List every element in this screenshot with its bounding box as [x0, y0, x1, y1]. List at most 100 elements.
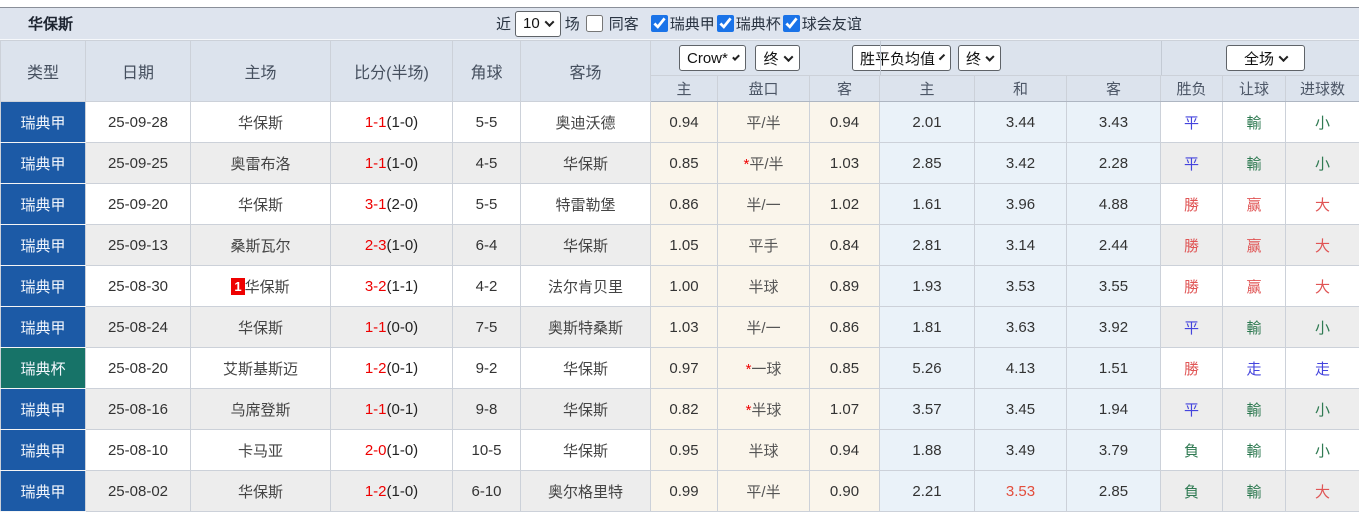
- period-select[interactable]: 全场: [1226, 45, 1305, 71]
- home-team-name[interactable]: 华保斯: [237, 114, 283, 132]
- league2-checkbox[interactable]: [716, 15, 734, 32]
- half-time-score: (1-1): [386, 277, 419, 295]
- recent-label: 近: [496, 16, 512, 33]
- handicap-cell: *平/半: [717, 142, 810, 184]
- avg-time-select[interactable]: 终: [958, 45, 1001, 71]
- half-time-score: (1-0): [386, 441, 419, 459]
- avg-home-cell: 2.21: [879, 470, 975, 512]
- changed-odds-star: *: [745, 360, 752, 378]
- result-cell: 平: [1160, 306, 1223, 348]
- away-team-cell: 华保斯: [520, 142, 651, 184]
- home-team-name[interactable]: 乌席登斯: [230, 401, 291, 419]
- home-team-cell: 1 华保斯: [190, 265, 331, 307]
- avg-away-cell: 3.79: [1066, 429, 1161, 471]
- league1-checkbox[interactable]: [650, 15, 668, 32]
- full-time-score: 1-2: [364, 359, 387, 377]
- score-cell: 2-3(1-0): [330, 224, 453, 266]
- subcol-goals: 进球数: [1284, 75, 1359, 102]
- away-odds-cell: 0.90: [809, 470, 880, 512]
- avg-home-cell: 1.61: [879, 183, 975, 225]
- home-odds-cell: 0.85: [650, 142, 718, 184]
- date-cell: 25-08-02: [85, 470, 191, 512]
- league-cell: 瑞典杯: [0, 347, 86, 389]
- away-odds-cell: 0.86: [809, 306, 880, 348]
- full-time-score: 1-1: [364, 113, 387, 131]
- home-odds-cell: 0.86: [650, 183, 718, 225]
- chevron-down-icon: [783, 51, 793, 62]
- handicap-cell: 平/半: [717, 101, 810, 143]
- avg-home-cell: 2.81: [879, 224, 975, 266]
- score-cell: 1-2(0-1): [330, 347, 453, 389]
- result-cell: 勝: [1160, 183, 1223, 225]
- half-time-score: (1-0): [386, 236, 419, 254]
- score-cell: 1-1(1-0): [330, 142, 453, 184]
- league3-checkbox[interactable]: [782, 15, 800, 32]
- goals-result-cell: 小: [1284, 142, 1359, 184]
- away-team-name[interactable]: 华保斯: [562, 155, 608, 173]
- odds-time-select[interactable]: 终: [755, 45, 800, 71]
- subcol-odds-away: 客: [809, 75, 880, 102]
- handicap-result-cell: 赢: [1222, 265, 1286, 307]
- table-row: 瑞典甲 25-08-30 1 华保斯 3-2(1-1) 4-2 法尔肯贝里 1.0…: [0, 265, 1359, 307]
- league-cell: 瑞典甲: [0, 183, 86, 225]
- avg-draw-cell: 3.63: [974, 306, 1067, 348]
- home-team-name[interactable]: 卡马亚: [237, 442, 283, 460]
- odds-company-select[interactable]: Crow*: [679, 45, 746, 71]
- avg-draw-cell: 4.13: [974, 347, 1067, 389]
- result-cell: 勝: [1160, 265, 1223, 307]
- half-time-score: (1-0): [386, 154, 419, 172]
- away-team-name[interactable]: 奥斯特桑斯: [547, 319, 623, 337]
- score-cell: 1-1(0-0): [330, 306, 453, 348]
- avg-away-cell: 2.28: [1066, 142, 1161, 184]
- home-team-name[interactable]: 桑斯瓦尔: [230, 237, 291, 255]
- handicap-result-cell: 赢: [1222, 183, 1286, 225]
- home-team-name[interactable]: 艾斯基斯迈: [222, 360, 298, 378]
- goals-result-cell: 大: [1284, 224, 1359, 266]
- away-team-name[interactable]: 华保斯: [562, 360, 608, 378]
- avg-type-select[interactable]: 胜平负均值: [852, 45, 951, 71]
- away-team-name[interactable]: 奥尔格里特: [547, 483, 623, 501]
- avg-away-cell: 4.88: [1066, 183, 1161, 225]
- away-team-name[interactable]: 华保斯: [562, 442, 608, 460]
- half-time-score: (1-0): [386, 482, 419, 500]
- home-odds-cell: 0.99: [650, 470, 718, 512]
- away-team-cell: 华保斯: [520, 347, 651, 389]
- home-team-name[interactable]: 华保斯: [237, 319, 283, 337]
- away-team-name[interactable]: 奥迪沃德: [555, 114, 616, 132]
- avg-draw-cell: 3.53: [974, 265, 1067, 307]
- away-odds-cell: 0.84: [809, 224, 880, 266]
- away-odds-cell: 1.02: [809, 183, 880, 225]
- subcol-avg-away: 客: [1066, 75, 1161, 102]
- result-cell: 平: [1160, 101, 1223, 143]
- result-cell: 勝: [1160, 224, 1223, 266]
- full-time-score: 1-1: [364, 318, 387, 336]
- away-team-name[interactable]: 华保斯: [562, 237, 608, 255]
- home-team-name[interactable]: 华保斯: [244, 278, 290, 296]
- corners-cell: 5-5: [452, 183, 521, 225]
- home-team-name[interactable]: 华保斯: [237, 196, 283, 214]
- away-team-name[interactable]: 特雷勒堡: [555, 196, 616, 214]
- col-header-type: 类型: [0, 40, 86, 102]
- handicap-result-cell: 赢: [1222, 224, 1286, 266]
- date-cell: 25-08-20: [85, 347, 191, 389]
- league-cell: 瑞典甲: [0, 429, 86, 471]
- half-time-score: (0-0): [386, 318, 419, 336]
- away-team-name[interactable]: 华保斯: [562, 401, 608, 419]
- title-bar: 华保斯 近 10 场 同客 瑞典甲 瑞典杯 球会友谊: [0, 7, 1359, 40]
- away-team-cell: 奥尔格里特: [520, 470, 651, 512]
- away-team-name[interactable]: 法尔肯贝里: [547, 278, 623, 296]
- league1-label: 瑞典甲: [669, 16, 715, 33]
- home-team-name[interactable]: 华保斯: [237, 483, 283, 501]
- recent-count-select[interactable]: 10: [515, 10, 561, 37]
- same-away-checkbox[interactable]: [585, 15, 603, 32]
- half-time-score: (0-1): [386, 400, 419, 418]
- goals-result-cell: 走: [1284, 347, 1359, 389]
- corners-cell: 7-5: [452, 306, 521, 348]
- away-odds-cell: 1.07: [809, 388, 880, 430]
- away-odds-cell: 0.94: [809, 429, 880, 471]
- col-header-home: 主场: [190, 40, 331, 102]
- col-header-date: 日期: [85, 40, 191, 102]
- home-team-cell: 卡马亚: [190, 429, 331, 471]
- rank-badge[interactable]: 1: [231, 277, 245, 295]
- home-team-name[interactable]: 奥雷布洛: [230, 155, 291, 173]
